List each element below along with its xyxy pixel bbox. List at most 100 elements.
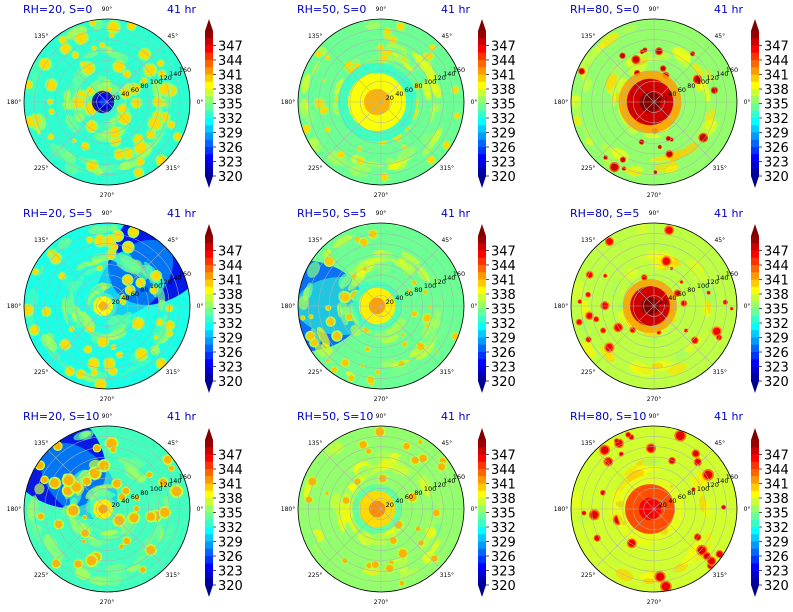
convective-spot-core [666,151,673,157]
colorbar-segment [478,294,486,302]
rainband-patch [431,318,442,329]
angle-tick-label: 315° [713,369,727,376]
convective-spot-core [151,271,161,281]
colorbar-tick-label: 320 [764,170,789,185]
radial-tick-label: 80 [414,286,422,294]
convective-spot-core [139,49,150,59]
colorbar-segment [751,294,759,302]
rainband-patch [396,147,418,160]
colorbar-segment [205,490,213,499]
colorbar-segment [205,337,213,346]
rainband-patch [415,341,435,360]
angle-tick-label: 270° [100,396,114,403]
convective-spot-core [302,125,311,133]
convective-spot-core [147,130,155,139]
radial-tick-label: 140 [716,477,728,485]
radial-tick-label: 160 [453,66,465,74]
convective-spot-core [389,36,397,44]
panel-time: 41 hr [167,410,196,423]
colorbar-segment [751,454,759,463]
angle-tick-label: 315° [166,165,180,172]
rainband-patch [389,461,408,475]
convective-spot-core [681,300,687,306]
radial-tick-label: 60 [405,86,413,94]
colorbar-segment [751,548,759,557]
rainband-patch [313,543,322,555]
angle-tick-label: 315° [440,369,454,376]
colorbar-segment [478,323,486,331]
grid-spoke [595,101,655,161]
rainband-patch [97,46,107,56]
colorbar-segment [478,236,486,244]
colorbar-segment [478,286,486,295]
rainband-patch [597,246,608,257]
grid-spoke [48,101,108,161]
rainband-patch [123,464,143,479]
convective-spot-core [80,61,86,67]
rainband-patch [373,571,392,584]
colorbar-tick-label: 320 [491,375,516,390]
colorbar-segment [478,89,486,97]
polar-grid [23,222,191,390]
radial-tick-label: 120 [434,481,446,489]
convective-spot-core [59,273,66,279]
colorbar-segment [751,352,759,360]
colorbar-segment [205,527,213,535]
convective-spot-core [106,438,117,449]
convective-spot-core [92,46,97,51]
colorbar-extend-max [751,428,759,440]
angle-tick-label: 90° [102,210,113,217]
panel-time: 41 hr [441,410,470,423]
plot-boundary [297,425,465,593]
panel-title: RH=50, S=5 [297,207,366,220]
colorbar-segment [205,60,213,68]
colorbar-segment [751,563,759,571]
rainband-patch [416,74,426,85]
convective-spot-core [114,515,124,526]
panel-title: RH=80, S=5 [570,207,639,220]
rainband-patch [428,75,437,95]
colorbar-segment [205,440,213,448]
colorbar-tick-label: 332 [218,112,243,127]
rainband-patch [691,475,704,496]
colorbar-extend-min [751,381,759,393]
colorbar-segment [751,81,759,90]
colorbar-segment [751,323,759,331]
colorbar-segment [751,38,759,46]
rainband-patch [375,450,392,462]
colorbar-segment [751,257,759,266]
colorbar-segment [478,168,486,177]
rainband-patch [152,326,167,346]
convective-spot-core [340,292,350,302]
colorbar-segment [478,366,486,375]
convective-spot-core [306,332,315,340]
convective-spot-core [423,314,431,322]
convective-spot-core [359,441,367,449]
convective-spot-core [86,555,97,566]
colorbar-tick-label: 347 [764,40,789,55]
colorbar-segment [205,161,213,170]
colorbar-segment [205,168,213,177]
rainband-patch [571,491,583,511]
colorbar-segment [478,147,486,155]
rainband-patch [67,293,75,313]
radial-tick-label: 20 [112,501,120,509]
radial-tick-label: 80 [140,489,148,497]
colorbar-segment [478,556,486,564]
colorbar-segment [751,490,759,499]
grid-spoke [106,508,166,568]
convective-spot-core [322,78,326,82]
panel-time: 41 hr [441,207,470,220]
colorbar-segment [478,67,486,75]
colorbar-segment [751,527,759,535]
rainband-patch [126,564,141,573]
colorbar-segment [751,132,759,141]
colorbar-segment [751,52,759,61]
convective-spot-core [661,582,671,591]
panel-title: RH=50, S=10 [297,410,373,423]
grid-spoke [380,43,440,103]
grid-spoke [653,101,713,161]
angle-tick-label: 225° [34,165,48,172]
colorbar-tick-label: 347 [218,40,243,55]
